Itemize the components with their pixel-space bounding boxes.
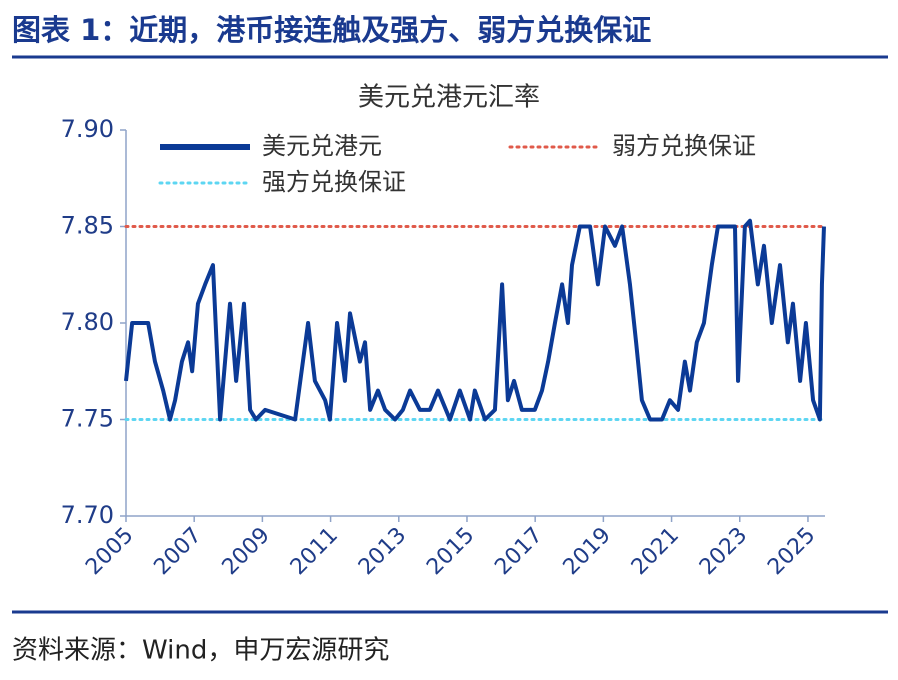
y-tick-label: 7.90 — [61, 115, 114, 143]
x-tick-label: 2017 — [490, 523, 547, 580]
legend-label: 美元兑港元 — [262, 132, 382, 160]
y-tick-label: 7.75 — [61, 405, 114, 433]
series-line — [124, 218, 826, 422]
x-tick-label: 2021 — [627, 523, 684, 580]
x-tick-label: 2019 — [559, 523, 616, 580]
header-title: 图表 1：近期，港币接连触及强方、弱方兑换保证 — [12, 13, 651, 47]
legend-label: 强方兑换保证 — [262, 168, 406, 196]
x-tick-label: 2013 — [354, 523, 411, 580]
y-tick-label: 7.85 — [61, 212, 114, 240]
plot: 7.70 7.75 7.80 7.85 7.90 2005 2007 2009 2011 2013… — [61, 115, 827, 580]
x-tick-label: 2005 — [81, 523, 138, 580]
x-tick-label: 2015 — [422, 523, 479, 580]
y-tick-label: 7.70 — [61, 501, 114, 529]
source-note: 资料来源：Wind，申万宏源研究 — [12, 636, 389, 666]
x-tick-label: 2007 — [149, 523, 206, 580]
x-tick-label: 2009 — [218, 523, 275, 580]
x-tick-label: 2023 — [695, 523, 752, 580]
legend-label: 弱方兑换保证 — [612, 132, 756, 160]
x-tick-label: 2011 — [286, 523, 343, 580]
y-tick-label: 7.80 — [61, 308, 114, 336]
chart-title: 美元兑港元汇率 — [358, 83, 540, 113]
x-tick-label: 2025 — [763, 523, 820, 580]
